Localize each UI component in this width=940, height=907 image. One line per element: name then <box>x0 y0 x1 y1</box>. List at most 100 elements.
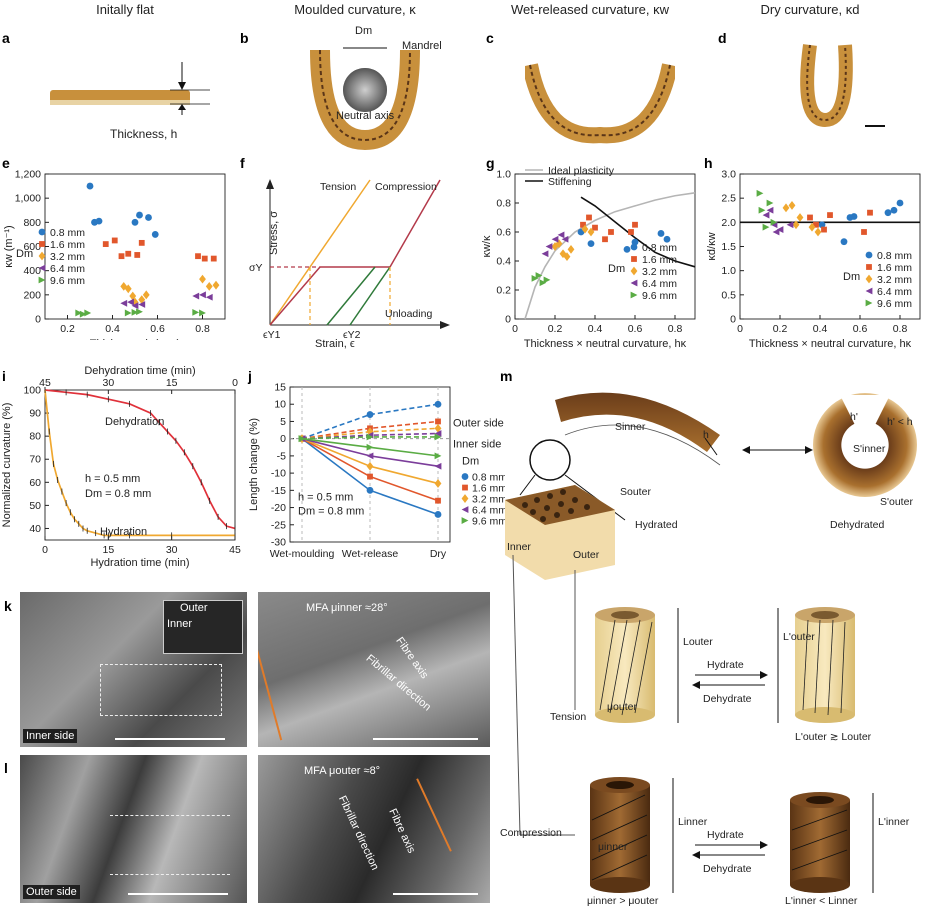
e-point <box>199 274 206 284</box>
h-xtick-label: 0.2 <box>773 323 788 335</box>
f-x-arrow <box>440 321 450 329</box>
j-ytick-label: -25 <box>271 519 286 531</box>
sem-k-right-scalebar <box>373 738 478 740</box>
h-point <box>792 220 800 230</box>
i-ytick-label: 80 <box>29 431 41 443</box>
e-xtick-label: 0.2 <box>60 323 75 335</box>
f-unloading-label: Unloading <box>385 308 432 320</box>
g-legend-label: 3.2 mm <box>642 266 677 278</box>
panel-m-schematic: Sinner h Souter Hydrated h' h' < h S'inn… <box>500 392 917 907</box>
i-ytick-label: 90 <box>29 408 41 420</box>
h-point <box>788 201 796 210</box>
panel-b-title: Moulded curvature, κ <box>294 2 416 17</box>
chart-e: 0.2 0.4 0.6 0.8 0 200 400 600 800 1,000 1,200 Dm 0.8… <box>3 169 226 340</box>
j-category-label: Dry <box>430 548 447 560</box>
panel-m-letter: m <box>500 368 513 384</box>
e-point <box>131 308 139 316</box>
e-legend-label: 9.6 mm <box>50 275 85 287</box>
j-ytick-label: -10 <box>271 468 286 480</box>
g-legend-marker <box>630 243 638 251</box>
i-x2tick-label: 0 <box>232 377 238 389</box>
h-point <box>762 223 770 231</box>
h-point <box>756 189 764 197</box>
f-eps-y1-label: ϵY1 <box>263 329 281 340</box>
e-point <box>124 284 132 294</box>
m-mu-outer: μouter <box>607 701 637 713</box>
e-point <box>142 290 150 300</box>
m-cyl-outer-dehydrated <box>795 615 855 715</box>
sem-l-fibrillar: Fibrillar direction <box>335 793 381 873</box>
j-point <box>434 400 442 408</box>
e-legend-marker <box>39 241 45 247</box>
g-point <box>628 229 634 235</box>
g-point <box>581 224 589 234</box>
i-plot-frame <box>44 389 236 541</box>
i-ylabel: Normalized curvature (%) <box>1 403 13 528</box>
h-point <box>758 206 766 214</box>
g-point <box>539 279 547 287</box>
m-h-tick <box>704 437 718 456</box>
h-ytick-label: 1.0 <box>721 265 736 277</box>
sem-k-roi <box>100 664 222 716</box>
g-plot-frame <box>514 173 696 320</box>
panel-b-dm-label: Dm <box>355 25 373 37</box>
e-point <box>75 309 83 317</box>
e-point <box>111 237 118 244</box>
g-point <box>541 250 549 258</box>
h-ytick-label: 0 <box>730 314 736 326</box>
g-xtick-label: 0 <box>512 323 518 335</box>
e-point <box>195 253 201 260</box>
m-s-inner: Sinner <box>615 421 646 433</box>
j-point <box>434 479 442 488</box>
f-ylabel: Stress, σ <box>268 211 280 255</box>
f-compression-label: Compression <box>375 181 437 193</box>
h-legend-label: 0.8 mm <box>877 250 912 262</box>
j-h-note: h = 0.5 mm <box>298 492 353 504</box>
e-point <box>102 241 109 247</box>
panel-h-letter: h <box>704 155 713 171</box>
g-legend-label: Ideal plasticity <box>548 165 615 177</box>
i-xtick-label: 15 <box>102 544 114 556</box>
j-point <box>366 443 374 451</box>
g-legend-marker <box>630 266 638 276</box>
h-point <box>766 206 774 214</box>
j-ytick-label: 5 <box>280 416 286 428</box>
h-xtick-label: 0.4 <box>813 323 828 335</box>
g-point <box>559 249 567 259</box>
e-point <box>79 310 87 318</box>
i-dehydration-label: Dehydration <box>105 416 164 428</box>
sem-l-fibre-line <box>416 778 452 852</box>
h-legend-label: 6.4 mm <box>877 286 912 298</box>
m-connector-inner <box>512 554 521 836</box>
e-legend-label: 0.8 mm <box>50 227 85 239</box>
sem-k-left: Outer Inner Inner side <box>20 592 247 747</box>
m-hydrate-1: Hydrate <box>707 659 744 671</box>
sem-k-right: MFA μinner ≈28° Fibre axis Fibrillar dir… <box>258 592 490 747</box>
h-point <box>867 209 873 216</box>
f-compression-stiffen <box>389 179 441 268</box>
panel-b-letter: b <box>240 30 249 46</box>
h-point <box>786 221 794 229</box>
j-ytick-label: -15 <box>271 485 286 497</box>
h-legend-label: 1.6 mm <box>877 262 912 274</box>
e-point <box>210 255 217 262</box>
j-legend-marker <box>461 473 469 480</box>
m-dehydrated: Dehydrated <box>830 519 884 531</box>
h-xtick-label: 0.8 <box>893 323 908 335</box>
j-legend-label: 1.6 mm <box>472 483 505 495</box>
f-tension-line <box>269 179 371 326</box>
e-point <box>95 217 103 225</box>
j-point <box>366 411 374 418</box>
i-xlabel: Hydration time (min) <box>90 557 189 569</box>
j-ytick-label: -30 <box>271 537 286 549</box>
j-ytick-label: -20 <box>271 502 286 514</box>
m-dehydrate-2: Dehydrate <box>703 863 752 875</box>
g-legend-marker <box>630 291 638 299</box>
g-point <box>623 246 631 253</box>
panel-j-letter: j <box>248 368 252 384</box>
f-y-arrow <box>266 179 274 189</box>
m-inner: Inner <box>507 541 531 553</box>
panel-c-title: Wet-released curvature, κw <box>511 2 669 17</box>
panel-a-thickness-label: Thickness, h <box>110 127 178 141</box>
e-point <box>118 253 125 260</box>
